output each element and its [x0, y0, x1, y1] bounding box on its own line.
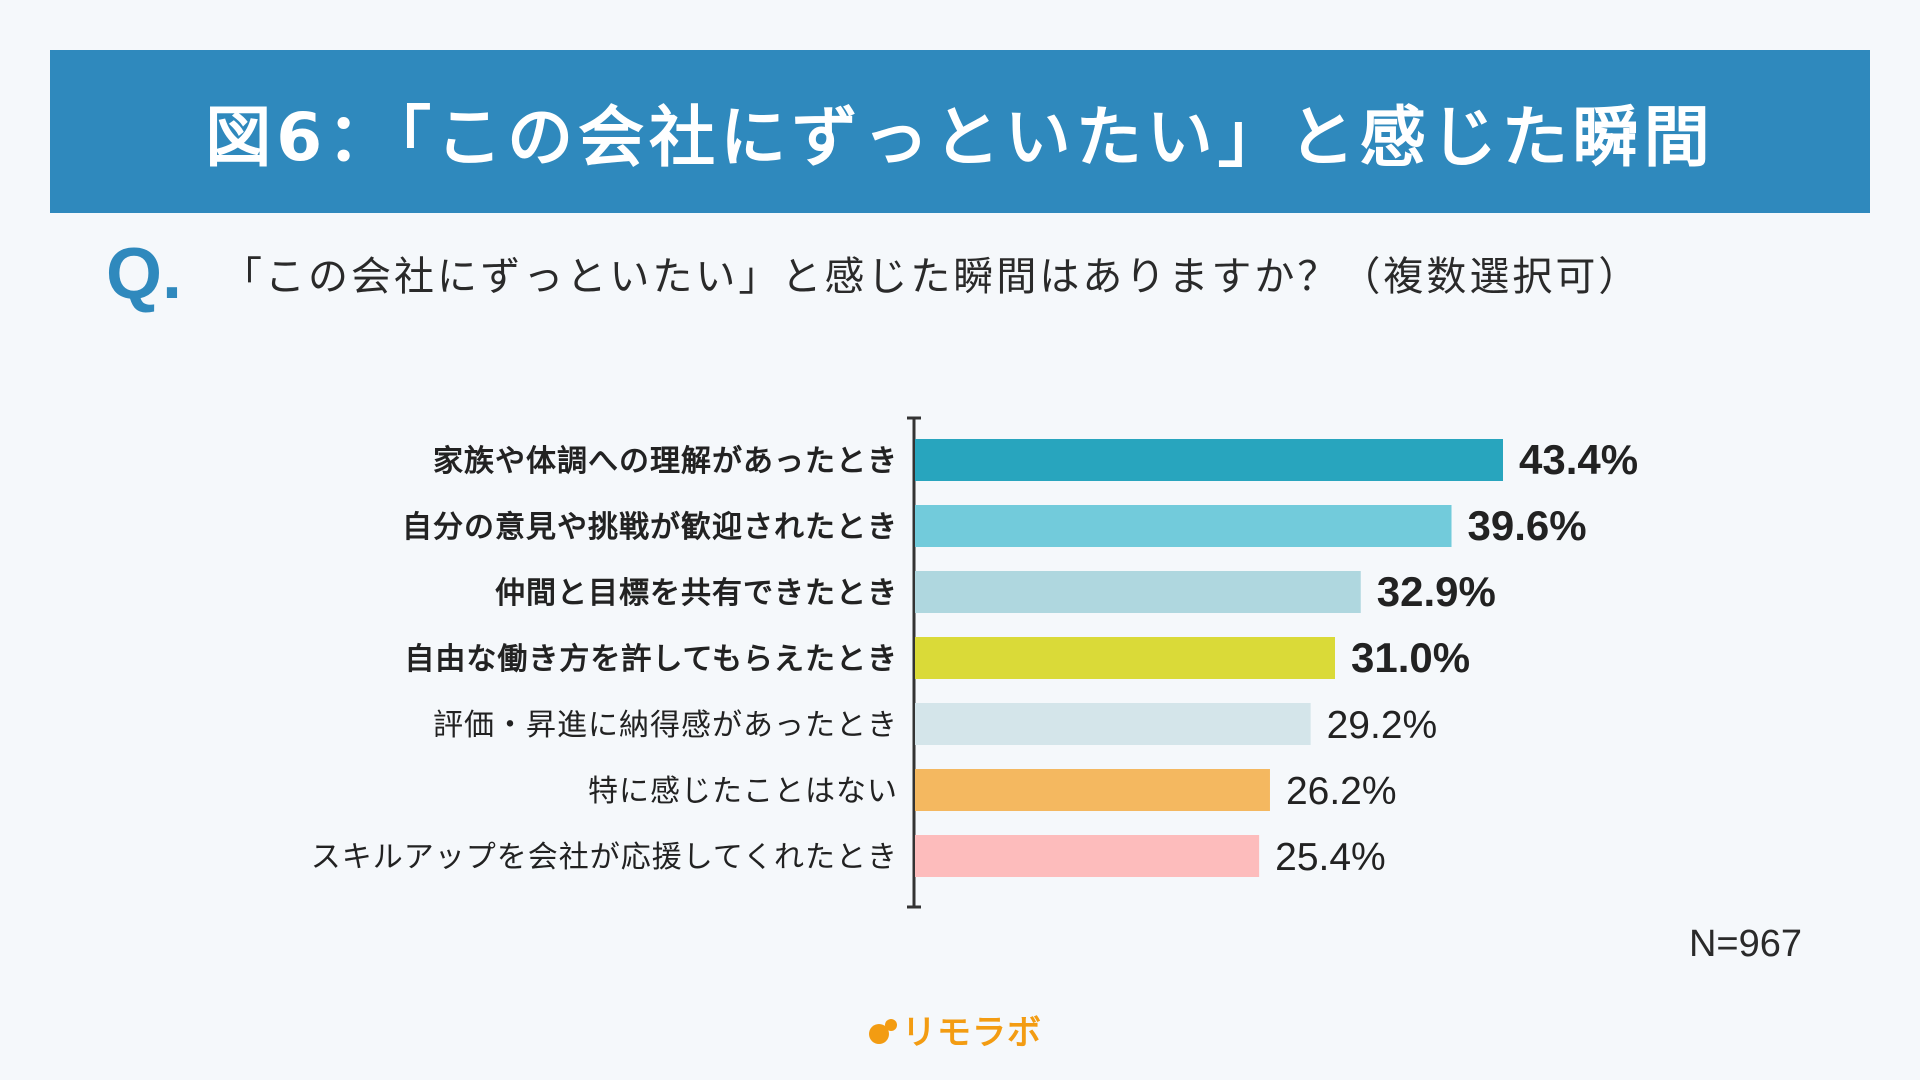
chart-title: 図6：「この会社にずっといたい」と感じた瞬間 [205, 98, 1715, 176]
bar [915, 769, 1270, 811]
value-label: 43.4% [1519, 436, 1638, 483]
category-label: 自由な働き方を許してもらえたとき [404, 642, 898, 677]
bar [915, 505, 1452, 547]
category-label: 特に感じたことはない [588, 774, 898, 809]
orange-dots-icon [868, 1016, 897, 1044]
sample-size-label: N=967 [1688, 923, 1802, 965]
question-text: 「この会社にずっといたい」と感じた瞬間はありますか？（複数選択可） [222, 254, 1642, 300]
value-label: 39.6% [1468, 502, 1587, 549]
category-label: 家族や体調への理解があったとき [433, 444, 898, 479]
value-label: 32.9% [1377, 568, 1496, 615]
category-label: 仲間と目標を共有できたとき [495, 576, 898, 611]
category-label: スキルアップを会社が応援してくれたとき [311, 840, 898, 875]
brand-logo: リモラボ [868, 1005, 1042, 1054]
bar [915, 637, 1335, 679]
title-banner: 図6：「この会社にずっといたい」と感じた瞬間 [50, 50, 1870, 213]
value-label: 29.2% [1327, 704, 1438, 747]
bar [915, 571, 1361, 613]
bar-chart: 家族や体調への理解があったとき 43.4% 自分の意見や挑戦が歓迎されたとき 39.6… [311, 416, 1638, 909]
question-mark-icon: Q. [106, 234, 183, 314]
category-label: 評価・昇進に納得感があったとき [433, 708, 898, 743]
value-label: 26.2% [1286, 770, 1397, 813]
value-label: 25.4% [1275, 836, 1386, 879]
bar [915, 835, 1260, 877]
bar [915, 703, 1311, 745]
value-label: 31.0% [1351, 634, 1470, 681]
category-label: 自分の意見や挑戦が歓迎されたとき [402, 510, 898, 545]
bar [915, 439, 1503, 481]
brand-name: リモラボ [902, 1013, 1042, 1053]
